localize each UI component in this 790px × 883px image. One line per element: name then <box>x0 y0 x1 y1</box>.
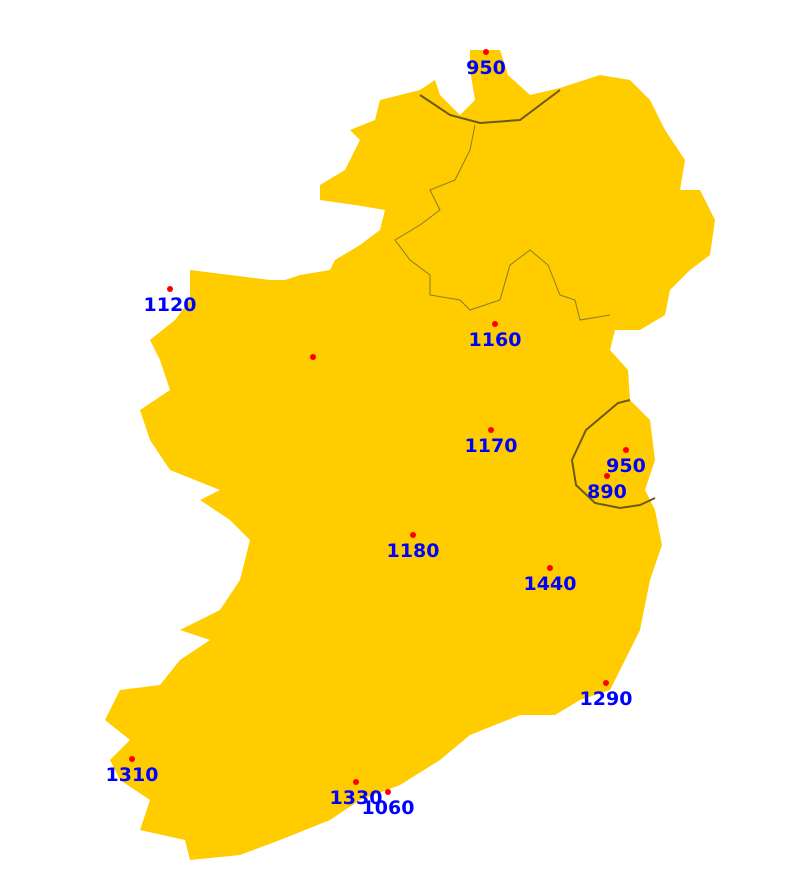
point-label: 890 <box>587 481 627 503</box>
northern-ireland-border <box>394 124 611 321</box>
point-label: 1330 <box>330 787 383 809</box>
dublin-region-line <box>570 399 656 510</box>
map-point <box>385 789 391 795</box>
point-label: 1440 <box>524 573 577 595</box>
map-point <box>483 49 489 55</box>
points-layer: 950 1120 1160 1170 950 890 1180 1440 1290 1310 133… <box>106 49 646 819</box>
point-label: 1170 <box>465 435 518 457</box>
point-label: 1060 <box>362 797 415 819</box>
map-point <box>129 756 135 762</box>
map-point <box>623 447 629 453</box>
point-label: 950 <box>606 455 646 477</box>
map-point <box>488 427 494 433</box>
point-label: 1310 <box>106 764 159 786</box>
point-label: 950 <box>466 57 506 79</box>
map-point <box>604 473 610 479</box>
point-label: 1120 <box>144 294 197 316</box>
point-label: 1180 <box>387 540 440 562</box>
map-point <box>603 680 609 686</box>
map-point <box>410 532 416 538</box>
map-point <box>310 354 316 360</box>
map-point <box>167 286 173 292</box>
ireland-landmass <box>105 50 715 860</box>
map-point <box>547 565 553 571</box>
foyle-line <box>419 89 561 125</box>
point-label: 1290 <box>580 688 633 710</box>
map-point <box>353 779 359 785</box>
point-label: 1160 <box>469 329 522 351</box>
map-point <box>492 321 498 327</box>
